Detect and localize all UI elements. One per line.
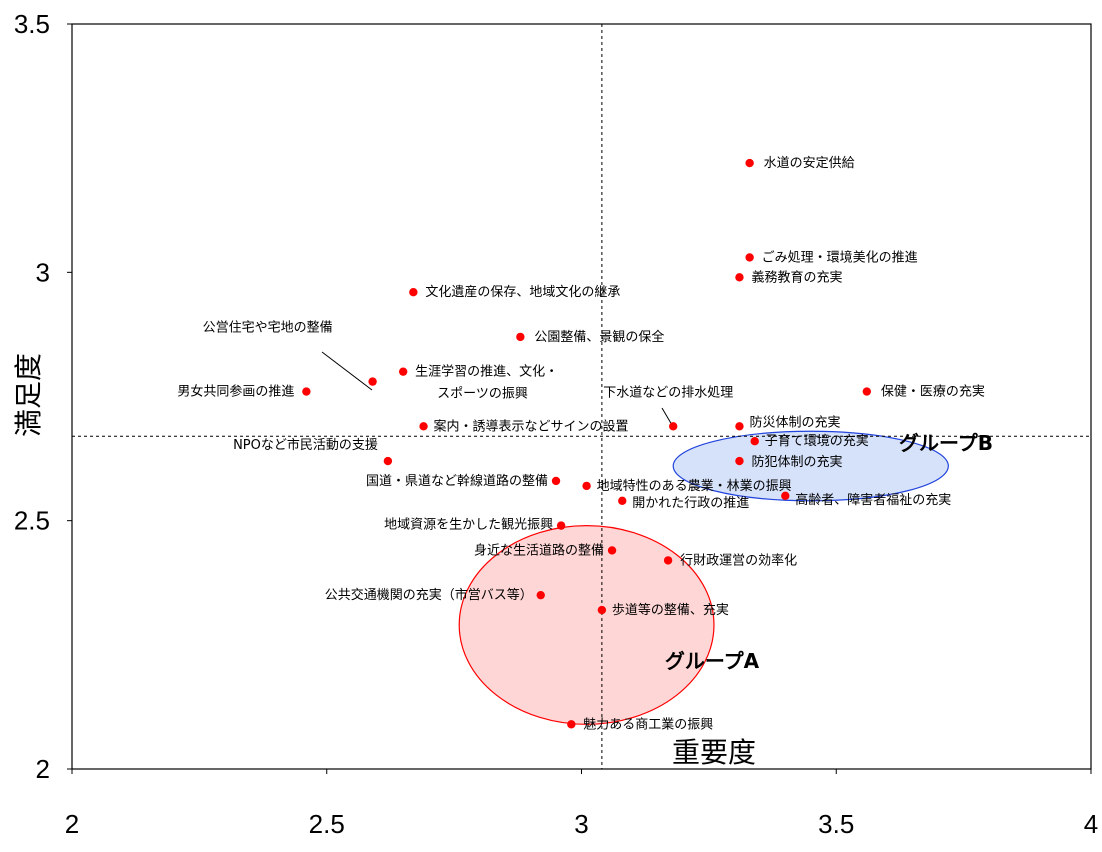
- x-tick-label: 4: [1084, 809, 1098, 839]
- data-point: [745, 158, 754, 168]
- x-tick-label: 3.5: [818, 809, 854, 839]
- data-label: 公園整備、景観の保全: [534, 329, 664, 345]
- leader-lines: [321, 351, 673, 426]
- data-label: 文化遺産の保存、地域文化の継承: [425, 284, 620, 300]
- y-tick-label: 2: [36, 754, 50, 784]
- data-label: ごみ処理・環境美化の推進: [762, 249, 918, 265]
- data-label: 身近な生活道路の整備: [474, 542, 604, 558]
- data-point: [597, 605, 607, 615]
- data-point: [567, 720, 576, 729]
- leader-line-public-housing: [321, 351, 373, 391]
- data-label: 男女共同参画の推進: [177, 384, 294, 400]
- data-point: [551, 476, 561, 486]
- data-point: [536, 590, 545, 600]
- data-point: [781, 491, 790, 501]
- data-point: [398, 367, 408, 376]
- group-label-0: グループA: [665, 649, 760, 673]
- data-label: NPOなど市民活動の支援: [233, 437, 378, 453]
- data-point: [735, 456, 744, 466]
- data-point: [735, 273, 744, 282]
- point-labels: 水道の安定供給ごみ処理・環境美化の推進義務教育の充実文化遺産の保存、地域文化の継…: [177, 156, 984, 732]
- data-label: 魅力ある商工業の振興: [583, 716, 713, 732]
- data-point: [582, 481, 591, 491]
- data-point: [745, 253, 754, 262]
- data-label: 下水道などの排水処理: [603, 385, 733, 400]
- x-tick-label: 2.5: [309, 809, 345, 839]
- data-label: 行財政運営の効率化: [680, 552, 797, 568]
- data-label: 防災体制の充実: [749, 414, 840, 430]
- data-label: 国道・県道など幹線道路の整備: [366, 473, 548, 489]
- data-point: [607, 546, 617, 555]
- y-tick-label: 3: [36, 257, 50, 287]
- data-label: 生涯学習の推進、文化・スポーツの振興: [415, 364, 558, 402]
- group-ellipse-1: [672, 430, 949, 502]
- data-label: 案内・誘導表示などサインの設置: [434, 418, 629, 434]
- data-label: 開かれた行政の推進: [632, 496, 749, 511]
- data-label: 保健・医療の充実: [881, 384, 985, 400]
- x-tick-label: 3: [574, 809, 588, 839]
- data-point: [750, 437, 759, 446]
- x-axis-label: 重要度: [672, 736, 756, 769]
- data-point: [368, 377, 377, 386]
- leader-line-sewer: [661, 407, 673, 426]
- data-label: 地域資源を生かした観光振興: [384, 518, 553, 533]
- data-label: 水道の安定供給: [764, 156, 855, 171]
- x-tick-label: 2: [65, 809, 79, 839]
- data-label: 地域特性のある農業・林業の振興: [597, 478, 792, 494]
- data-point: [663, 556, 673, 565]
- group-ellipses: [458, 430, 949, 725]
- data-point: [302, 387, 311, 396]
- data-label: 高齢者、障害者福祉の充実: [795, 492, 951, 508]
- data-point: [735, 422, 744, 431]
- data-label: 歩道等の整備、充実: [612, 602, 729, 618]
- data-point: [383, 456, 393, 466]
- data-label: 公共交通機関の充実（市営バス等）: [325, 587, 533, 603]
- data-point: [516, 332, 525, 342]
- data-point: [419, 422, 428, 431]
- data-label: 公営住宅や宅地の整備: [203, 320, 333, 336]
- group-label-1: グループB: [899, 431, 993, 455]
- data-points: [302, 158, 872, 729]
- y-tick-label: 3.5: [14, 9, 50, 39]
- data-point: [669, 422, 678, 431]
- data-point: [618, 496, 627, 505]
- group-ellipse-0: [458, 525, 715, 725]
- data-label: 防犯体制の充実: [751, 454, 842, 470]
- y-axis-label: 満足度: [12, 353, 45, 437]
- axis-ticks: 2 2.5 3 3.5 4 2 2.5 3 3.5: [14, 9, 1098, 839]
- data-label: 義務教育の充実: [751, 269, 842, 285]
- data-point: [556, 521, 566, 530]
- y-tick-label: 2.5: [14, 506, 50, 536]
- data-label: 子育て環境の充実: [765, 433, 869, 449]
- data-point: [409, 288, 418, 297]
- group-labels: グループA グループB: [665, 431, 993, 673]
- data-point: [862, 387, 872, 396]
